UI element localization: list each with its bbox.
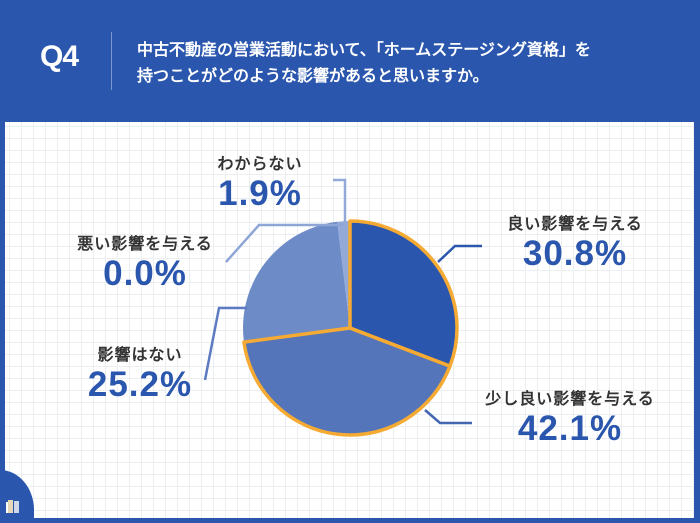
leader-line-none <box>203 306 247 381</box>
category-label: 影響はない <box>97 345 183 364</box>
percent-value: 1.9% <box>218 174 302 213</box>
question-number: Q4 <box>40 40 79 73</box>
question-header: Q4 中古不動産の営業活動において、「ホームステージング資格」を 持つことがどの… <box>0 0 700 122</box>
question-line-1: 中古不動産の営業活動において、「ホームステージング資格」を <box>137 40 591 59</box>
label-slightly-good: 少し良い影響を与える 42.1% <box>445 385 695 449</box>
percent-value: 25.2% <box>87 365 193 404</box>
leader-lines <box>203 178 482 425</box>
slice-highlight-border <box>348 219 459 368</box>
question-line-2: 持つことがどのような影響があると思いますか。 <box>137 66 489 85</box>
brand-logo-icon <box>6 500 19 513</box>
percent-value: 0.0% <box>103 254 187 293</box>
category-label: 少し良い影響を与える <box>485 389 655 408</box>
leader-line-unknown <box>333 178 347 222</box>
category-label: 悪い影響を与える <box>77 234 213 253</box>
label-unknown: わからない 1.9% <box>190 150 330 214</box>
label-none: 影響はない 25.2% <box>60 341 220 405</box>
question-text: 中古不動産の営業活動において、「ホームステージング資格」を 持つことがどのような… <box>137 37 591 89</box>
percent-value: 30.8% <box>522 234 628 273</box>
pie-slices <box>242 219 459 437</box>
slice-none <box>242 221 350 343</box>
slice-slightly-good <box>243 328 450 435</box>
label-good: 良い影響を与える 30.8% <box>475 210 675 274</box>
leader-line-good <box>437 244 482 263</box>
leader-line-slightly-good <box>424 409 472 425</box>
slice-highlight-border <box>242 326 452 437</box>
percent-value: 42.1% <box>517 409 623 448</box>
label-bad: 悪い影響を与える 0.0% <box>50 230 240 294</box>
category-label: 良い影響を与える <box>507 214 643 233</box>
slice-unknown <box>337 221 350 328</box>
header-divider <box>111 32 112 90</box>
category-label: わからない <box>217 154 303 173</box>
leader-line-bad <box>225 223 345 263</box>
